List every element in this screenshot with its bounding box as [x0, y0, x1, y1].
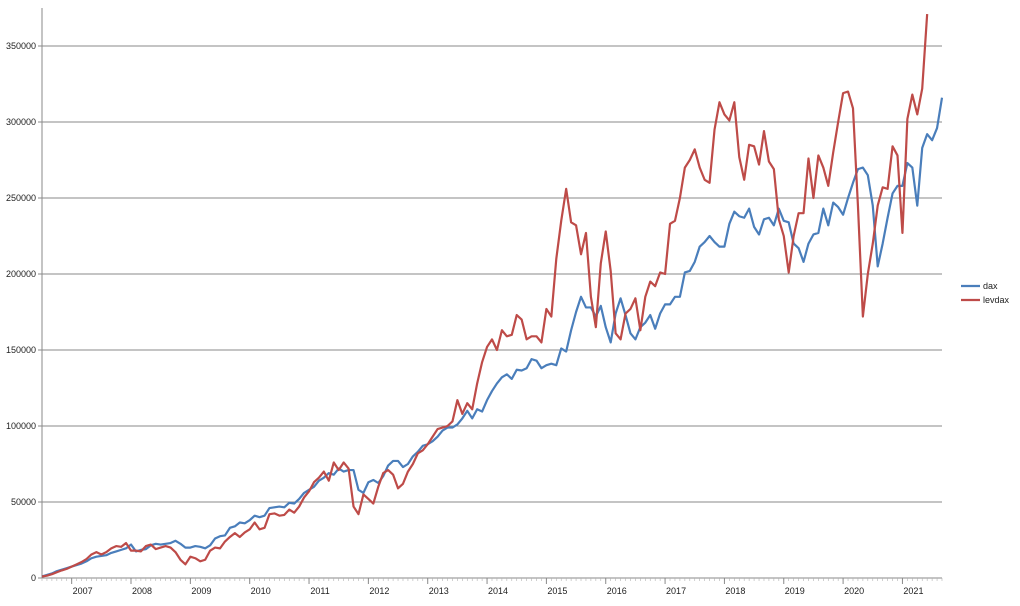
legend-label-dax: dax: [983, 281, 998, 291]
x-tick-label-2011: 2011: [310, 586, 329, 596]
x-tick-label-2014: 2014: [488, 586, 508, 596]
x-tick-label-2008: 2008: [132, 586, 152, 596]
legend: dax levdax: [961, 281, 1010, 305]
series-line-levdax: [41, 14, 929, 578]
x-axis-ticks: 2007 2008 2009 2010 2011 2012 2013 2014 2015 2016…: [41, 578, 943, 596]
x-tick-label-2016: 2016: [607, 586, 627, 596]
y-tick-label-100000: 100000: [6, 421, 36, 431]
x-tick-label-2010: 2010: [251, 586, 271, 596]
x-tick-label-2018: 2018: [725, 586, 745, 596]
legend-label-levdax: levdax: [983, 295, 1010, 305]
x-tick-label-2015: 2015: [547, 586, 567, 596]
y-tick-label-0: 0: [31, 573, 36, 583]
x-tick-label-2019: 2019: [785, 586, 805, 596]
axes: [41, 8, 942, 579]
x-tick-label-2020: 2020: [844, 586, 864, 596]
x-tick-label-2013: 2013: [429, 586, 449, 596]
x-tick-label-2009: 2009: [191, 586, 211, 596]
y-tick-label-150000: 150000: [6, 345, 36, 355]
y-axis-ticks: 0 50000 100000 150000 200000 250000 300000 3500…: [6, 41, 42, 583]
x-tick-label-2017: 2017: [666, 586, 686, 596]
y-tick-label-50000: 50000: [11, 497, 36, 507]
series-line-dax: [41, 97, 944, 578]
gridlines: [42, 45, 942, 503]
y-tick-label-350000: 350000: [6, 41, 36, 51]
x-tick-label-2012: 2012: [369, 586, 389, 596]
y-tick-label-300000: 300000: [6, 117, 36, 127]
y-tick-label-250000: 250000: [6, 193, 36, 203]
x-tick-label-2021: 2021: [903, 586, 923, 596]
x-tick-label-2007: 2007: [73, 586, 93, 596]
y-tick-label-200000: 200000: [6, 269, 36, 279]
series-lines: [41, 14, 944, 578]
